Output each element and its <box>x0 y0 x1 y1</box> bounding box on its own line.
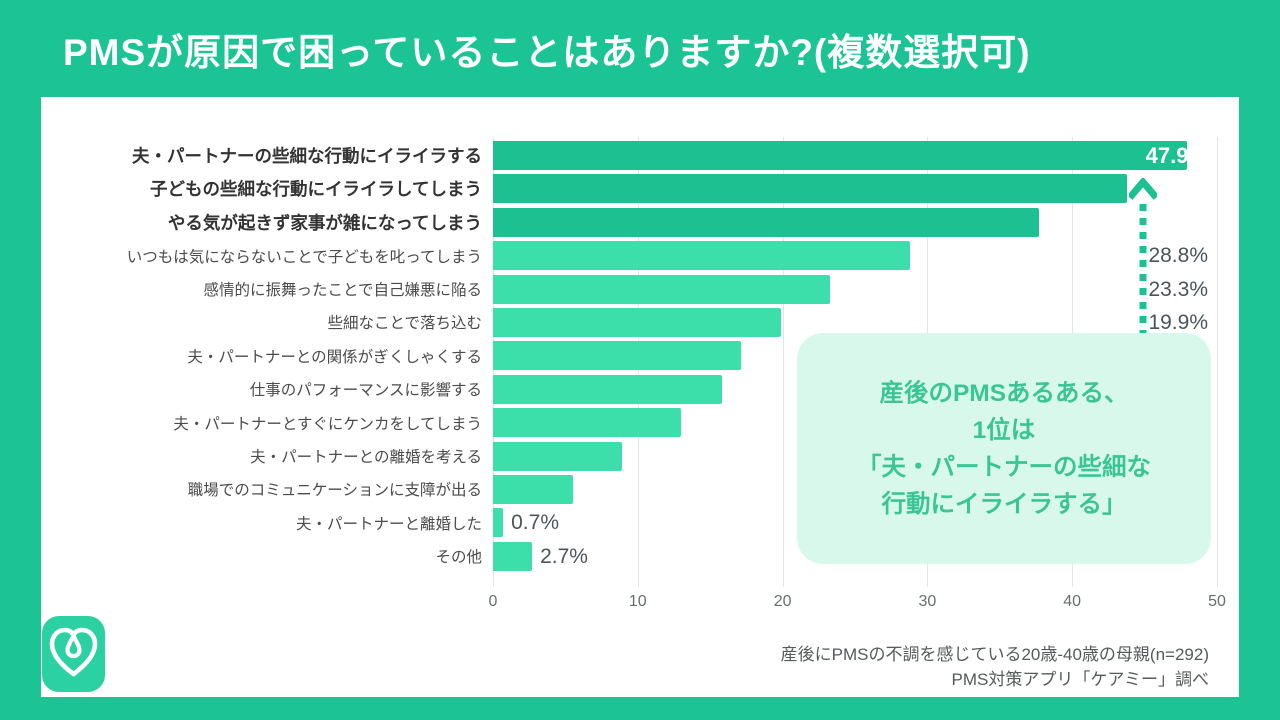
bar-category-label: 職場でのコミュニケーションに支障が出る <box>187 482 482 500</box>
bar-row: いつもは気にならないことで子どもを叱ってしまう 28.8% <box>41 241 1217 271</box>
bar-value-label: 37.7% <box>1145 209 1208 235</box>
callout-box: 産後のPMSあるある、 1位は 「夫・パートナーの些細な 行動にイライラする」 <box>797 333 1211 564</box>
dotted-arrow-icon <box>1129 178 1157 334</box>
bar-category-label: いつもは気にならないことで子どもを叱ってしまう <box>126 248 482 266</box>
bar-category-label: 夫・パートナーと離婚した <box>295 515 482 533</box>
bar-track: 43.8% <box>493 174 1217 204</box>
bar-category-label: 夫・パートナーとの関係がぎくしゃくする <box>187 348 482 366</box>
bar-track: 23.3% <box>493 274 1217 304</box>
chart-card: 夫・パートナーの些細な行動にイライラする 47.9% 子どもの些細な行動にイライラし… <box>41 97 1239 697</box>
bar-row: 夫・パートナーとすぐにケンカをしてしまう13.0% <box>41 408 1217 438</box>
page-title: PMSが原因で困っていることはありますか?(複数選択可) <box>63 32 1031 73</box>
bar <box>493 541 533 571</box>
bar-row: 子どもの些細な行動にイライラしてしまう 43.8% <box>41 174 1217 204</box>
x-tick-label: 20 <box>773 593 792 610</box>
bar-category-label: 夫・パートナーの些細な行動にイライラする <box>132 146 482 166</box>
bar-track: 19.9% <box>493 307 1217 337</box>
bar <box>493 174 1128 204</box>
x-axis: 0 10 20 30 40 50 <box>489 593 1226 615</box>
bar <box>493 374 722 404</box>
bar-row: その他 2.7% <box>41 541 1217 571</box>
bar-category-label: 夫・パートナーとの離婚を考える <box>250 449 482 467</box>
x-tick-label: 30 <box>918 593 937 610</box>
x-tick-label: 50 <box>1208 593 1226 610</box>
careme-logo heart-icon <box>42 616 105 692</box>
bar-row: 夫・パートナーの些細な行動にイライラする 47.9% <box>41 141 1217 170</box>
bar <box>493 408 682 438</box>
bar-track: 0.7% <box>493 508 1217 538</box>
bar <box>493 241 911 271</box>
gridline <box>782 137 784 587</box>
bar-row: やる気が起きず家事が雑になってしまう 37.7% <box>41 207 1217 237</box>
bar-row: 感情的に振舞ったことで自己嫌悪に陥る 23.3% <box>41 274 1217 304</box>
x-tick-label: 0 <box>488 593 498 610</box>
bar-category-label: その他 <box>435 549 482 567</box>
bar-category-label: やる気が起きず家事が雑になってしまう <box>167 212 482 233</box>
x-tick-label: 40 <box>1063 593 1082 610</box>
bar <box>493 207 1039 237</box>
bar-value-label: 47.9% <box>1145 143 1208 168</box>
source-note-line1: 産後にPMSの不調を感じている20歳-40歳の母親(n=292) <box>780 645 1209 664</box>
callout-line: 1位は <box>972 416 1036 444</box>
bar <box>493 508 504 538</box>
bar <box>493 441 622 471</box>
bar <box>493 274 831 304</box>
x-tick-label: 10 <box>628 593 647 610</box>
bar-category-label: 子どもの些細な行動にイライラしてしまう <box>150 179 482 200</box>
gridline <box>1217 137 1218 587</box>
bar <box>493 141 1187 170</box>
bar-value-label: 23.3% <box>1148 277 1208 301</box>
bar-category-label: 些細なことで落ち込む <box>327 315 482 333</box>
bar-value-label: 2.7% <box>540 544 588 568</box>
bar-track: 2.7% <box>493 541 1217 571</box>
source-note-line2: PMS対策アプリ「ケアミー」調べ <box>951 670 1210 689</box>
bar-value-label: 19.9% <box>1148 310 1208 334</box>
bar <box>493 341 741 371</box>
bar <box>493 474 573 504</box>
bar <box>493 307 782 337</box>
bar-value-label: 0.7% <box>511 511 559 535</box>
bar-category-label: 夫・パートナーとすぐにケンカをしてしまう <box>173 415 482 433</box>
bar-row: 些細なことで落ち込む 19.9% <box>41 307 1217 337</box>
bar-row: 夫・パートナーと離婚した 0.7% <box>41 508 1217 538</box>
bar-chart: 夫・パートナーの些細な行動にイライラする 47.9% 子どもの些細な行動にイライラし… <box>41 141 1217 575</box>
bar-category-label: 仕事のパフォーマンスに影響する <box>249 382 482 400</box>
source-note: 産後にPMSの不調を感じている20歳-40歳の母親(n=292) PMS対策アプ… <box>781 642 1209 692</box>
bar-track: 37.7% <box>493 207 1217 237</box>
bar-track: 47.9% <box>493 141 1217 170</box>
bar-track: 28.8% <box>493 241 1217 271</box>
callout-line: 行動にイライラする」 <box>881 490 1127 518</box>
callout-line: 「夫・パートナーの些細な <box>857 453 1151 481</box>
bar-value-label: 28.8% <box>1148 244 1208 268</box>
callout-line: 産後のPMSあるある、 <box>879 379 1129 407</box>
bar-category-label: 感情的に振舞ったことで自己嫌悪に陥る <box>203 282 482 300</box>
